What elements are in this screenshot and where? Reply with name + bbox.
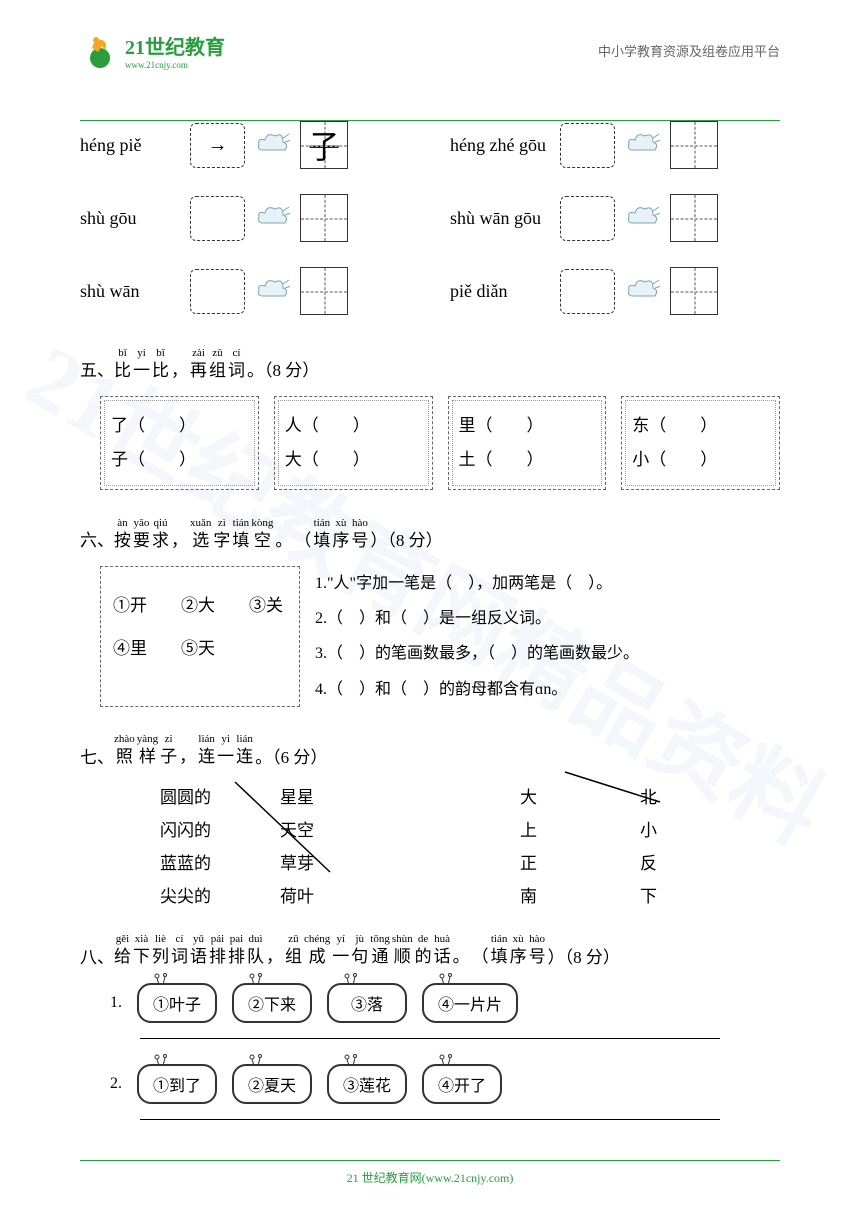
q7-item: 天空 bbox=[280, 816, 350, 841]
q7-item: 尖尖的 bbox=[160, 882, 230, 907]
stroke-item: shù wān gōu bbox=[450, 194, 780, 242]
stroke-label: shù wān bbox=[80, 281, 180, 302]
stroke-box: → bbox=[190, 123, 245, 168]
stroke-box bbox=[190, 269, 245, 314]
grid-box: 子 bbox=[300, 121, 348, 169]
q5-box: 东（ ）小（ ） bbox=[621, 396, 780, 490]
grid-box bbox=[300, 267, 348, 315]
q6-options-box: ①开 ②大 ③关 ④里 ⑤天 bbox=[100, 566, 300, 707]
q5: 五、bǐ比yi一bǐ比 ，zài再zǔ组cí词。（8 分） 了（ ）子（ ）人（… bbox=[80, 345, 780, 490]
q7-item: 草芽 bbox=[280, 849, 350, 874]
answer-line bbox=[140, 1038, 720, 1039]
q7-item: 小 bbox=[640, 816, 710, 841]
stroke-box bbox=[190, 196, 245, 241]
q7-columns: 圆圆的闪闪的蓝蓝的尖尖的 星星天空草芽荷叶 大上正南 北小反下 bbox=[160, 783, 780, 907]
bubble-box: ②夏天 bbox=[232, 1064, 312, 1104]
q7-item: 大 bbox=[520, 783, 590, 808]
stroke-item: piě diǎn bbox=[450, 267, 780, 315]
q7-item: 蓝蓝的 bbox=[160, 849, 230, 874]
q8-row: 1. ①叶子 ②下来 ③落 ④一片片 bbox=[110, 983, 780, 1023]
q7: 七、zhào照yàng样zi子 ，lián连yi一lián连。（6 分） 圆圆的… bbox=[80, 732, 780, 907]
q6-options-line1: ①开 ②大 ③关 bbox=[113, 585, 287, 628]
q7-item: 圆圆的 bbox=[160, 783, 230, 808]
logo-text-main: 21世纪教育 bbox=[125, 31, 225, 60]
stroke-section: héng piě → 子 héng zhé gōu shù gōu shù wā… bbox=[80, 121, 780, 315]
q6-line: 4.（ ）和（ ）的韵母都含有ɑn。 bbox=[315, 672, 780, 707]
grid-box bbox=[670, 267, 718, 315]
bubble-box: ④开了 bbox=[422, 1064, 502, 1104]
stroke-item: shù wān bbox=[80, 267, 410, 315]
stroke-label: héng zhé gōu bbox=[450, 135, 550, 156]
q8-title: 八、gěi给xià下liè列cí词yǔ语pái排pai排duì队 ，zǔ组ché… bbox=[80, 932, 780, 968]
bubble-box: ③落 bbox=[327, 983, 407, 1023]
bubble-box: ②下来 bbox=[232, 983, 312, 1023]
q7-item: 下 bbox=[640, 882, 710, 907]
stroke-box bbox=[560, 269, 615, 314]
stroke-label: héng piě bbox=[80, 135, 180, 156]
logo-text-sub: www.21cnjy.com bbox=[125, 60, 225, 70]
q5-grid: 了（ ）子（ ）人（ ）大（ ）里（ ）土（ ）东（ ）小（ ） bbox=[100, 396, 780, 490]
bubble-box: ①到了 bbox=[137, 1064, 217, 1104]
q5-box: 人（ ）大（ ） bbox=[274, 396, 433, 490]
q6-title: 六、àn按yāo要qiú求 ，xuǎn选zì字tián填kòng空 。 （tiá… bbox=[80, 515, 780, 551]
q6-line: 1."人"字加一笔是（ ），加两笔是（ ）。 bbox=[315, 566, 780, 601]
bubble-box: ①叶子 bbox=[137, 983, 217, 1023]
q5-title: 五、bǐ比yi一bǐ比 ，zài再zǔ组cí词。（8 分） bbox=[80, 345, 780, 381]
q8-num: 2. bbox=[110, 1075, 122, 1093]
page-header: 21世纪教育 www.21cnjy.com 中小学教育资源及组卷应用平台 bbox=[80, 30, 780, 70]
q6-questions: 1."人"字加一笔是（ ），加两笔是（ ）。2.（ ）和（ ）是一组反义词。3.… bbox=[315, 566, 780, 707]
footer-text: 21 世纪教育网(www.21cnjy.com) bbox=[0, 1169, 860, 1186]
grid-box bbox=[670, 194, 718, 242]
stroke-box bbox=[560, 123, 615, 168]
q6-line: 2.（ ）和（ ）是一组反义词。 bbox=[315, 601, 780, 636]
header-right-text: 中小学教育资源及组卷应用平台 bbox=[598, 41, 780, 60]
q7-item: 正 bbox=[520, 849, 590, 874]
q6: 六、àn按yāo要qiú求 ，xuǎn选zì字tián填kòng空 。 （tiá… bbox=[80, 515, 780, 707]
q8: 八、gěi给xià下liè列cí词yǔ语pái排pai排duì队 ，zǔ组ché… bbox=[80, 932, 780, 1120]
q7-item: 北 bbox=[640, 783, 710, 808]
q7-item: 上 bbox=[520, 816, 590, 841]
q7-item: 闪闪的 bbox=[160, 816, 230, 841]
q6-line: 3.（ ）的笔画数最多，（ ）的笔画数最少。 bbox=[315, 636, 780, 671]
bubble-box: ③莲花 bbox=[327, 1064, 407, 1104]
q7-title: 七、zhào照yàng样zi子 ，lián连yi一lián连。（6 分） bbox=[80, 732, 780, 768]
q8-row: 2. ①到了 ②夏天 ③莲花 ④开了 bbox=[110, 1064, 780, 1104]
q7-item: 南 bbox=[520, 882, 590, 907]
q7-item: 荷叶 bbox=[280, 882, 350, 907]
stroke-label: shù wān gōu bbox=[450, 208, 550, 229]
q6-options-line2: ④里 ⑤天 bbox=[113, 628, 287, 671]
stroke-label: shù gōu bbox=[80, 208, 180, 229]
stroke-label: piě diǎn bbox=[450, 281, 550, 302]
q8-num: 1. bbox=[110, 994, 122, 1012]
stroke-item: shù gōu bbox=[80, 194, 410, 242]
q5-box: 里（ ）土（ ） bbox=[448, 396, 607, 490]
logo: 21世纪教育 www.21cnjy.com bbox=[80, 30, 225, 70]
stroke-item: héng piě → 子 bbox=[80, 121, 410, 169]
answer-line bbox=[140, 1119, 720, 1120]
footer: 21 世纪教育网(www.21cnjy.com) bbox=[0, 1160, 860, 1186]
stroke-item: héng zhé gōu bbox=[450, 121, 780, 169]
q7-item: 反 bbox=[640, 849, 710, 874]
grid-box bbox=[300, 194, 348, 242]
q5-box: 了（ ）子（ ） bbox=[100, 396, 259, 490]
q7-item: 星星 bbox=[280, 783, 350, 808]
stroke-box bbox=[560, 196, 615, 241]
bubble-box: ④一片片 bbox=[422, 983, 518, 1023]
logo-icon bbox=[80, 30, 120, 70]
grid-box bbox=[670, 121, 718, 169]
